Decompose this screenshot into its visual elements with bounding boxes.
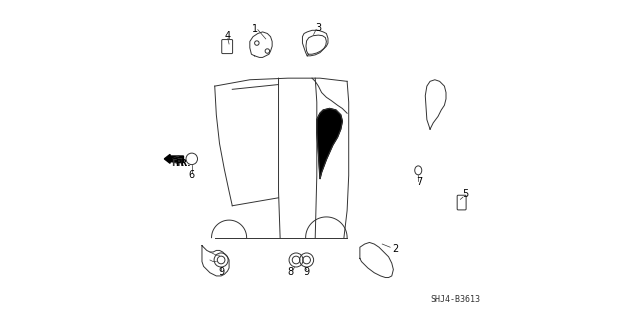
Text: 9: 9 (218, 267, 224, 277)
Text: 6: 6 (189, 170, 195, 180)
Text: 1: 1 (252, 24, 258, 34)
Text: 7: 7 (416, 177, 422, 188)
Text: FR.: FR. (171, 159, 188, 168)
Text: 2: 2 (392, 244, 398, 255)
Text: 9: 9 (303, 267, 310, 277)
Text: ◄: ◄ (167, 152, 178, 166)
Text: 4: 4 (225, 31, 230, 41)
Text: 5: 5 (462, 189, 468, 199)
Text: 3: 3 (316, 23, 321, 33)
Text: 8: 8 (287, 267, 294, 277)
FancyArrow shape (164, 154, 184, 163)
Text: SHJ4-B3613: SHJ4-B3613 (431, 295, 481, 304)
Polygon shape (317, 108, 342, 179)
Text: FR.: FR. (176, 159, 191, 168)
